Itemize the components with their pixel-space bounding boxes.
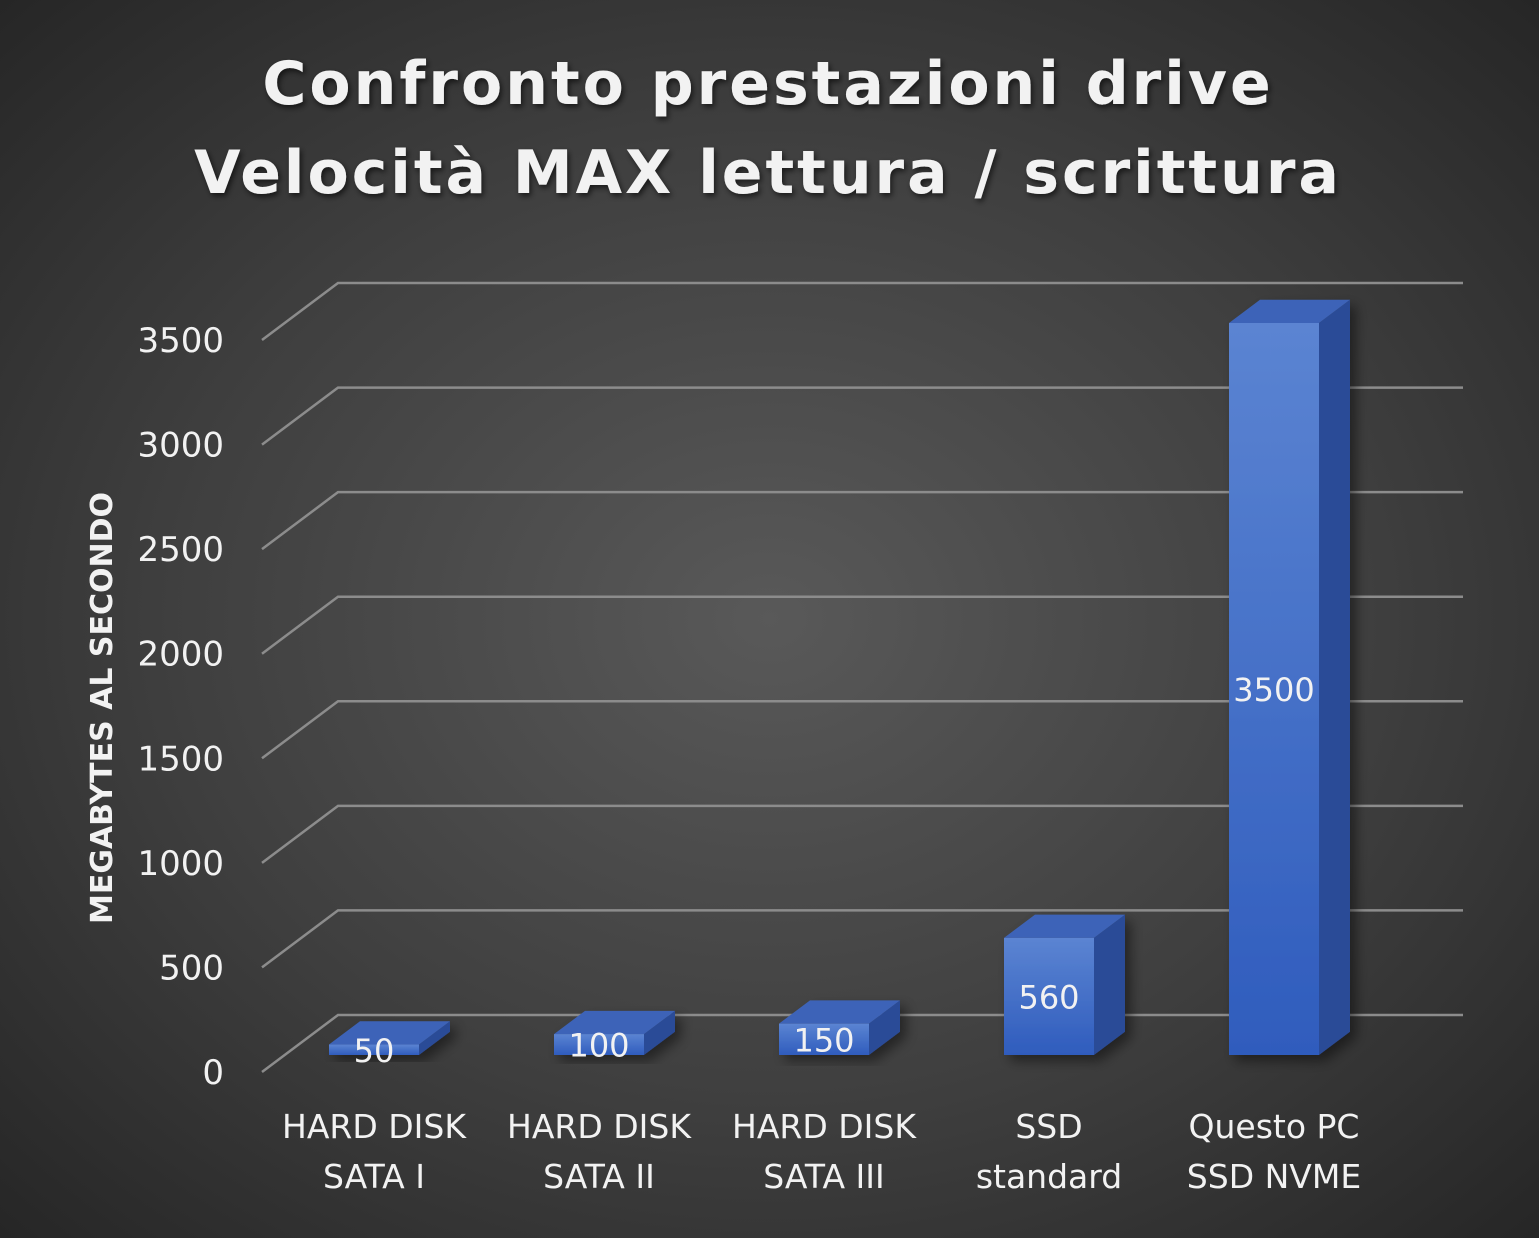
x-tick-label: SSD NVME: [1187, 1157, 1361, 1196]
bar-top-face: [1004, 914, 1125, 938]
bar-4: [1229, 299, 1350, 1055]
data-label: 560: [1018, 978, 1079, 1016]
chart-title: Confronto prestazioni drive Velocità MAX…: [194, 49, 1342, 208]
x-tick-label: Questo PC: [1189, 1107, 1360, 1146]
bar-2: [779, 1000, 900, 1055]
gridline-500: [261, 909, 1463, 969]
x-tick-label: SSD: [1015, 1107, 1082, 1146]
x-tick-label: SATA III: [763, 1157, 884, 1196]
data-label: 150: [793, 1021, 854, 1059]
y-tick-label: 1500: [137, 739, 224, 779]
y-tick-label: 500: [159, 948, 224, 988]
x-axis-ticks: HARD DISK SATA I HARD DISK SATA II HARD DISK…: [282, 1107, 1361, 1196]
bar-front-face: [1229, 323, 1319, 1055]
bar-front-face: [329, 1044, 419, 1055]
gridline-2500: [261, 490, 1463, 551]
bars: [329, 299, 1350, 1055]
bar-front-face: [779, 1023, 869, 1055]
data-labels: 50 100 150 560 3500: [354, 671, 1315, 1070]
gridline-2000: [261, 595, 1463, 655]
x-tick-label: HARD DISK: [732, 1107, 917, 1146]
gridline-1000: [261, 804, 1463, 864]
gridline-3000: [261, 386, 1463, 446]
gridline-1500: [261, 700, 1463, 760]
y-axis-ticks: 0 500 1000 1500 2000 2500 3000 3500: [137, 321, 224, 1093]
y-tick-label: 2000: [137, 635, 224, 675]
data-label: 3500: [1233, 671, 1314, 709]
x-tick-label: HARD DISK: [282, 1107, 467, 1146]
gridlines: [261, 281, 1463, 1073]
bar-top-face: [1229, 299, 1350, 323]
y-tick-label: 2500: [137, 530, 224, 570]
y-tick-label: 1000: [137, 844, 224, 884]
bar-top-face: [554, 1010, 675, 1035]
y-axis-label: MEGABYTES AL SECONDO: [85, 492, 120, 924]
x-tick-label: standard: [976, 1157, 1122, 1196]
bar-0: [329, 1021, 450, 1055]
data-label: 50: [354, 1032, 395, 1070]
x-tick-label: HARD DISK: [507, 1107, 692, 1146]
bar-front-face: [554, 1034, 644, 1055]
y-tick-label: 3000: [137, 426, 224, 466]
x-tick-label: SATA I: [323, 1157, 425, 1196]
x-tick-label: SATA II: [543, 1157, 655, 1196]
chart-title-line-1: Confronto prestazioni drive: [262, 49, 1273, 119]
data-label: 100: [568, 1027, 629, 1065]
y-tick-label: 3500: [137, 321, 224, 361]
bar-side-face: [644, 1010, 675, 1055]
bar-side-face: [419, 1021, 450, 1055]
bar-side-face: [869, 1000, 900, 1055]
gridline-3500: [261, 281, 1463, 341]
chart-title-line-2: Velocità MAX lettura / scrittura: [194, 138, 1342, 208]
bar-side-face: [1094, 914, 1125, 1055]
bar-3: [1004, 914, 1125, 1055]
bar-front-face: [1004, 937, 1094, 1055]
y-tick-label: 0: [202, 1053, 224, 1093]
bar-top-face: [779, 1000, 900, 1024]
bar-top-face: [329, 1021, 450, 1045]
bar-1: [554, 1010, 675, 1055]
bar-side-face: [1319, 299, 1350, 1055]
